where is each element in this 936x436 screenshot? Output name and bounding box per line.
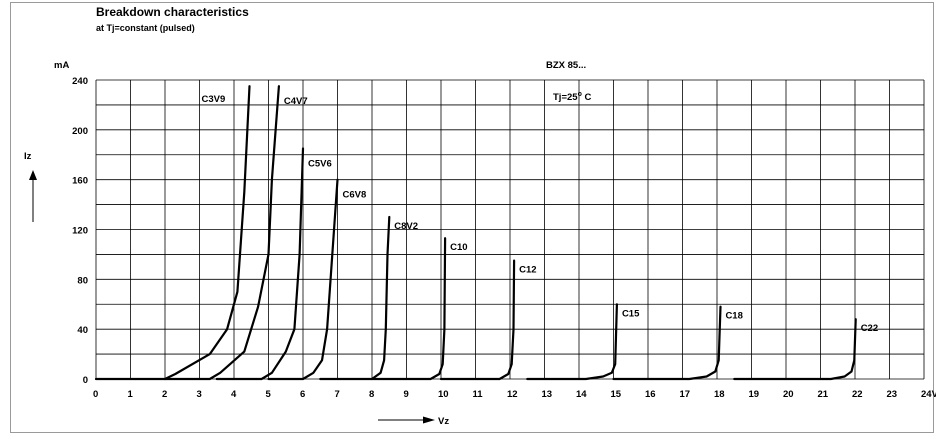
series-curve-c12 <box>439 259 516 381</box>
device-annotation: BZX 85... Tj=25o C <box>546 60 591 103</box>
series-curve-c5v6 <box>215 147 305 381</box>
y-tick-label: 120 <box>72 226 88 237</box>
x-tick-label: 0 <box>93 389 98 400</box>
x-tick-label: 18 <box>714 389 725 400</box>
x-tick-label: 17 <box>680 389 691 400</box>
series-label-c6v8: C6V8 <box>343 190 367 201</box>
series-label-c5v6: C5V6 <box>308 159 332 170</box>
y-axis-arrow <box>29 170 37 222</box>
x-tick-label: 1 <box>128 389 134 400</box>
device-label: BZX 85... <box>546 60 586 71</box>
y-tick-label: 200 <box>72 126 88 137</box>
series-curve-c22 <box>733 318 857 381</box>
y-tick-label: 80 <box>77 275 88 286</box>
y-tick-label: 0 <box>83 375 88 386</box>
x-tick-label: 6 <box>300 389 305 400</box>
series-label-c8v2: C8V2 <box>394 221 418 232</box>
chart-subtitle: at Tj=constant (pulsed) <box>96 23 195 33</box>
series-label-c3v9: C3V9 <box>202 94 226 105</box>
x-tick-label: 19 <box>749 389 760 400</box>
series-label-c12: C12 <box>519 265 536 276</box>
series-curve-c18 <box>612 305 722 381</box>
series-label-c15: C15 <box>622 308 640 319</box>
x-axis-arrow <box>378 416 435 424</box>
x-tick-label: 5 <box>266 389 272 400</box>
x-tick-label: 2 <box>162 389 167 400</box>
x-tick-labels: 0 1 2 3 4 5 6 7 8 9 10 11 12 13 14 15 16 17 18 19 20 21 22 23 24… <box>93 389 936 400</box>
x-tick-label: 11 <box>473 389 484 400</box>
series-label-c22: C22 <box>861 323 878 334</box>
temperature-label: Tj=25o C <box>553 91 591 103</box>
y-axis-label: Iz <box>24 151 32 162</box>
x-tick-label: 4 <box>231 389 237 400</box>
series-curve-c15 <box>526 303 618 381</box>
x-tick-label: 3 <box>197 389 202 400</box>
x-tick-label: 21 <box>818 389 829 400</box>
x-tick-label: 15 <box>611 389 622 400</box>
y-tick-labels: 0 40 80 120 160 200 240 <box>72 76 88 386</box>
series-curve-c10 <box>370 237 447 381</box>
x-tick-label: 10 <box>438 389 449 400</box>
x-tick-label: 13 <box>542 389 553 400</box>
chart-title: Breakdown characteristics <box>96 5 249 19</box>
y-tick-label: 240 <box>72 76 88 87</box>
x-tick-label: 24V <box>921 389 936 400</box>
series-curve-c4v7 <box>163 85 280 381</box>
series-curve-c8v2 <box>319 215 391 381</box>
series-curve-c6v8 <box>267 178 339 381</box>
x-tick-label: 16 <box>645 389 656 400</box>
y-tick-label: 160 <box>72 176 88 187</box>
x-tick-label: 8 <box>369 389 374 400</box>
x-tick-label: 12 <box>507 389 518 400</box>
series-label-c18: C18 <box>725 311 742 322</box>
x-tick-label: 14 <box>576 389 587 400</box>
series-curves <box>94 85 857 381</box>
x-tick-label: 20 <box>783 389 794 400</box>
series-label-c10: C10 <box>450 242 467 253</box>
y-unit-label: mA <box>54 60 69 71</box>
x-tick-label: 7 <box>335 389 340 400</box>
x-tick-label: 23 <box>887 389 898 400</box>
plot-grid <box>95 79 925 380</box>
chart-frame <box>10 2 934 433</box>
x-axis-label: Vz <box>438 416 449 427</box>
y-tick-label: 40 <box>77 325 88 336</box>
x-tick-label: 22 <box>852 389 863 400</box>
series-label-c4v7: C4V7 <box>284 96 308 107</box>
series-labels: C3V9 C4V7 C5V6 C6V8 C8V2 C10 C12 C15 C18 C22 <box>202 94 879 334</box>
x-tick-label: 9 <box>404 389 409 400</box>
